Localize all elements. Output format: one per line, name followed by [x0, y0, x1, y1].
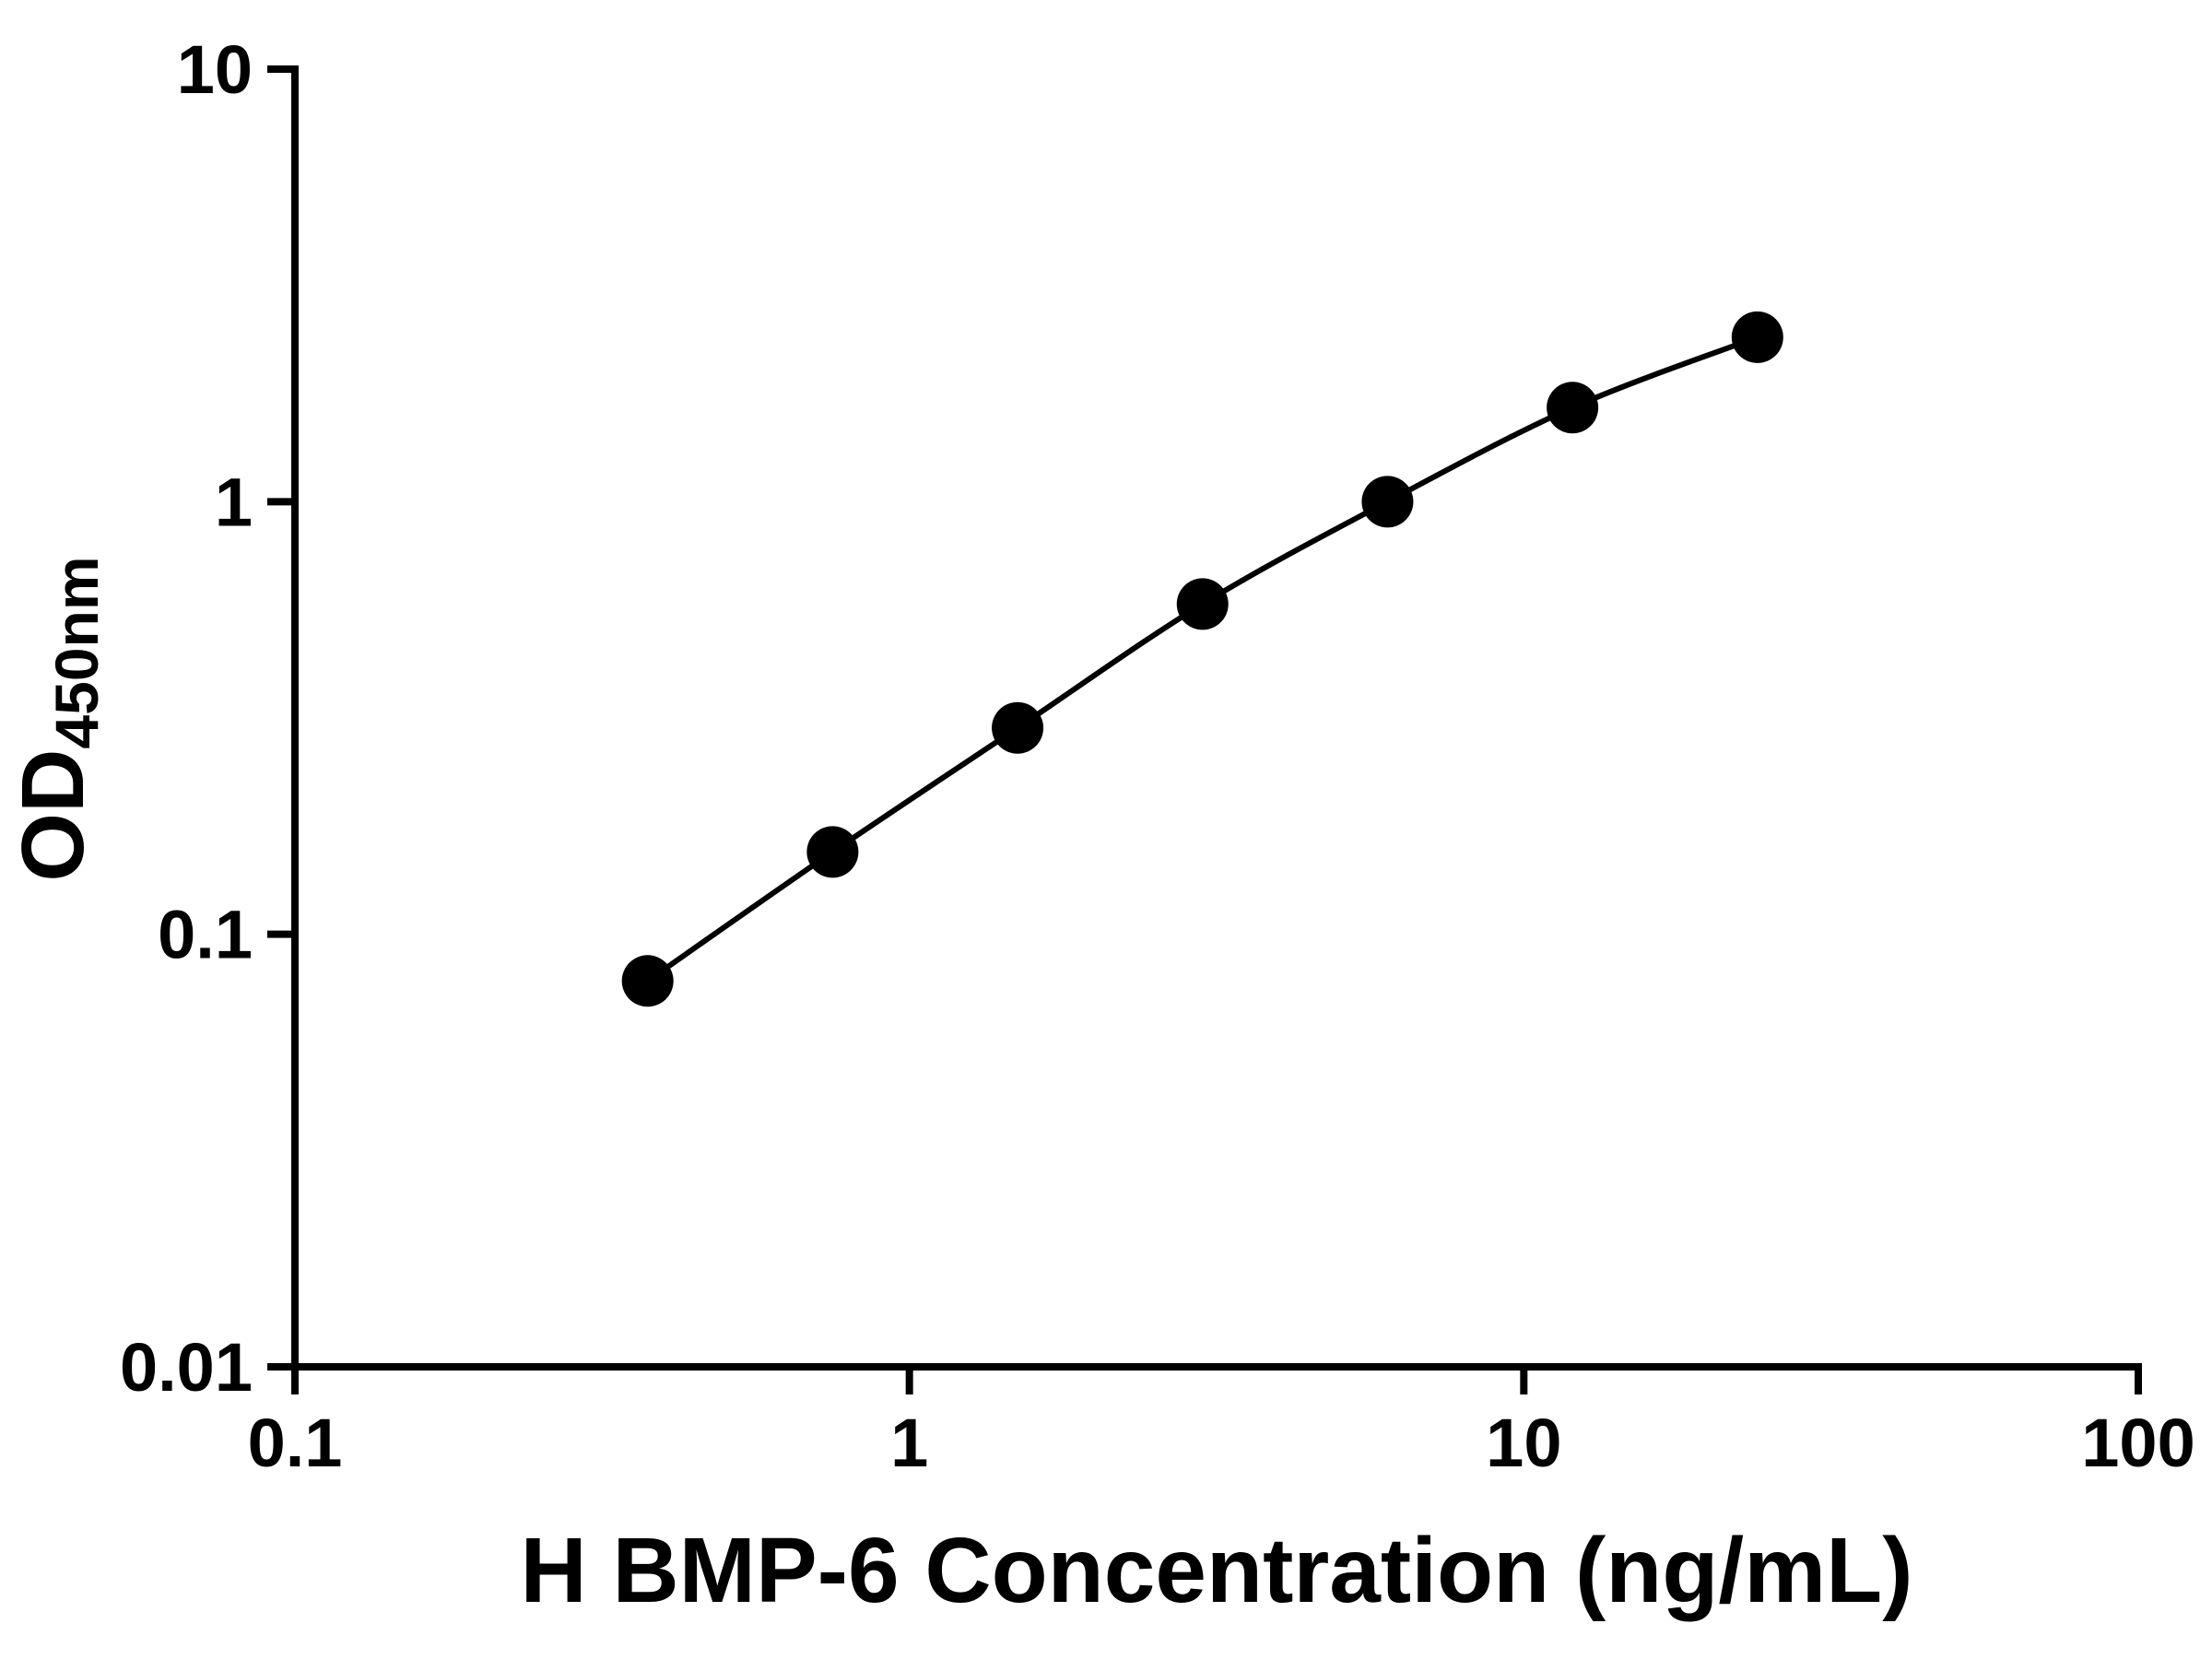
y-axis-title-main: OD: [4, 749, 102, 882]
y-axis-title-subscript: 450nm: [42, 556, 111, 748]
x-tick-label: 1: [890, 1405, 928, 1481]
x-tick-label: 100: [2081, 1405, 2194, 1481]
curve-line: [645, 335, 1759, 983]
x-tick-label: 10: [1486, 1405, 1561, 1481]
data-point: [806, 826, 859, 878]
data-point: [1361, 476, 1414, 528]
x-tick-label: 0.1: [248, 1405, 343, 1481]
data-point: [992, 701, 1044, 754]
data-point: [1731, 311, 1783, 363]
y-tick-label: 10: [177, 31, 253, 108]
y-tick-label: 1: [215, 464, 253, 540]
data-point: [1547, 382, 1599, 434]
x-axis-title: H BMP-6 Concentration (ng/mL): [520, 1519, 1912, 1622]
y-tick-label: 0.1: [158, 897, 253, 973]
y-tick-label: 0.01: [120, 1329, 253, 1406]
y-axis-title: OD450nm: [4, 556, 111, 881]
data-point: [1176, 578, 1229, 630]
data-point: [621, 955, 674, 1007]
